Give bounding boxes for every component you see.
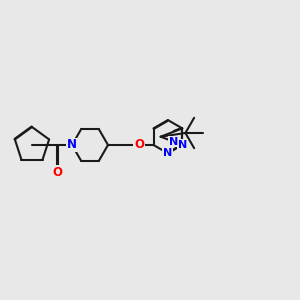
Text: N: N xyxy=(178,140,187,150)
Text: O: O xyxy=(134,139,144,152)
Text: N: N xyxy=(163,148,172,158)
Text: O: O xyxy=(52,166,62,178)
Text: N: N xyxy=(67,139,77,152)
Text: N: N xyxy=(169,136,178,146)
Text: N: N xyxy=(67,139,77,152)
